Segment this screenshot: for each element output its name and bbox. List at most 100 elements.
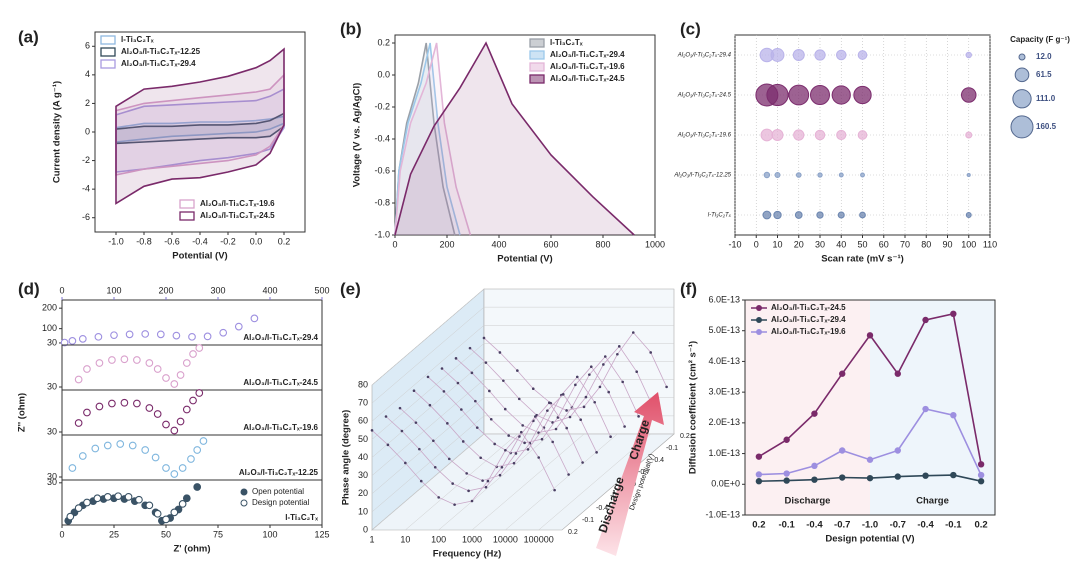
bubble [838,172,844,178]
point [493,442,496,446]
x-tick-label: 800 [595,239,610,249]
y-tick-label: -6 [82,212,90,222]
bubble [817,172,823,178]
grid-line [471,433,585,531]
legend-label: Al₂O₃/l-Ti₃C₂Tₓ-24.5 [550,74,625,83]
y-axis-label: Voltage (V vs. Ag/AgCl) [352,83,363,188]
point [153,509,162,518]
point [479,456,482,460]
marker [839,474,846,481]
point [547,401,551,404]
point [151,453,160,462]
panel-label: Al₂O₃/l-Ti₃C₂Tₓ-29.4 [243,333,318,342]
marker [755,453,763,460]
x-tick-label: 10000 [493,534,518,544]
point [537,456,540,459]
legend-marker [756,317,762,323]
grid-line [371,433,485,531]
point [60,338,69,347]
series-line [394,41,635,236]
point [114,492,123,501]
x-tick-label: -0.7 [834,520,850,531]
series-line [413,390,597,468]
point [193,446,202,454]
plot-frame [61,479,323,526]
bubble [965,131,973,139]
x-axis-label: Scan rate (mV s⁻¹) [821,254,904,265]
point [575,375,579,379]
point [141,330,150,338]
point [621,380,624,384]
x2-tick-label: 300 [210,285,225,295]
point [384,415,388,418]
y-tick-label: -1.0 [374,229,390,239]
x-axis-label: Potential (V) [497,254,552,265]
y-tick-label: -0.8 [374,197,390,207]
x-axis-label: Design potential (V) [825,534,914,545]
point [145,501,154,510]
point [486,479,490,483]
x2-tick-label: 100 [106,285,121,295]
point [203,332,212,341]
point [581,461,584,464]
panel-title: (e) [340,279,361,298]
point [188,332,196,341]
bubble [773,210,782,220]
legend-label: Design potential [252,498,310,507]
legend-swatch [529,38,545,48]
y-tick-label: 50 [358,434,368,444]
point [128,441,137,450]
point [516,369,519,372]
x2-tick-label: 200 [158,285,173,295]
marker [894,473,901,480]
y-tick-label: 2.0E-13 [708,417,740,427]
point [465,472,468,475]
point [414,421,418,424]
legend-marker [240,499,248,507]
point [93,494,102,503]
series-line [455,355,639,434]
x-tick-label: 1000 [462,534,482,544]
point [454,357,458,360]
point [78,452,87,460]
bubble [837,211,845,219]
x-tick-label: 10 [772,239,782,249]
point [83,365,91,373]
point [526,448,530,451]
point [514,452,518,455]
point [453,503,456,506]
bubble [771,129,784,141]
y-tick-label: 3.0E-13 [708,387,740,397]
legend-label: l-Ti₃C₂Tₓ [550,38,583,47]
bubble [960,87,977,103]
z-tick-label: 0.2 [680,433,690,440]
y-tick-label: 30 [47,381,57,391]
point [103,493,112,501]
y-tick-label: -2 [82,155,90,165]
series-line [441,366,625,444]
point [470,499,474,503]
bubble [766,83,789,107]
y-tick-label: 0.2 [377,37,390,47]
bubble [814,49,826,61]
x-tick-label: 0.2 [975,520,988,531]
charge-arrow [596,392,664,556]
point [474,399,477,403]
point [195,389,204,397]
point [108,356,116,364]
area [395,43,455,235]
marker [866,474,874,482]
legend-label: Al₂O₃/l-Ti₃C₂Tₓ-29.4 [550,50,625,59]
x-tick-label: -0.2 [220,236,236,246]
point [189,396,197,405]
point [481,479,484,482]
point [631,331,635,334]
size-legend-bubble [1014,67,1030,83]
point [187,455,195,463]
legend-label: Al₂O₃/l-Ti₃C₂Tₓ-24.5 [771,303,846,312]
point [195,344,204,352]
y-tick-label: 30 [358,470,368,480]
point [554,427,558,431]
x-tick-label: 90 [942,239,952,249]
point [162,515,170,524]
